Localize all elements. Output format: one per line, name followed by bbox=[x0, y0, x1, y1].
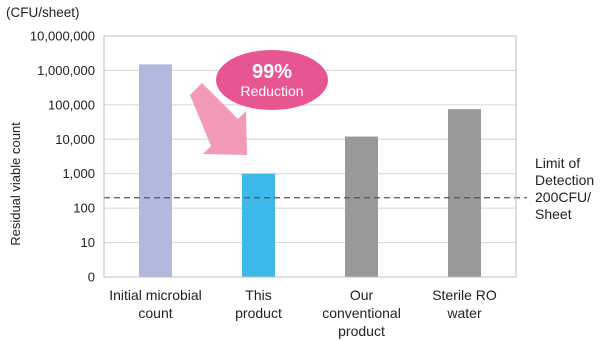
detection-limit: Limit of Detection 200CFU/Sheet bbox=[104, 155, 594, 222]
y-tick-label: 1,000 bbox=[62, 166, 95, 181]
x-tick-label: Initial microbial count bbox=[109, 287, 202, 321]
detection-limit-label: Limit of Detection 200CFU/Sheet bbox=[535, 155, 594, 222]
y-tick-labels: 0 10 100 1,000 10,000 100,000 1,000,000 10,000,… bbox=[30, 29, 95, 285]
y-tick-label: 10 bbox=[81, 235, 95, 250]
y-tick-label: 10,000 bbox=[55, 132, 95, 147]
x-tick-label: This product bbox=[235, 287, 282, 321]
bar bbox=[345, 136, 378, 277]
unit-label: (CFU/sheet) bbox=[6, 5, 80, 20]
y-tick-label: 100,000 bbox=[48, 97, 95, 112]
reduction-arrow bbox=[190, 83, 247, 155]
y-tick-label: 100 bbox=[73, 201, 95, 216]
bar bbox=[242, 173, 275, 277]
bars bbox=[139, 64, 481, 278]
x-tick-labels: Initial microbial count This product Our conv… bbox=[109, 287, 497, 339]
bar bbox=[448, 109, 481, 278]
y-axis-label: Residual viable count bbox=[8, 122, 23, 246]
y-tick-label: 1,000,000 bbox=[37, 63, 95, 78]
bar bbox=[139, 64, 172, 277]
reduction-callout: 99%Reduction bbox=[190, 50, 328, 155]
x-tick-label: Our conventional product bbox=[322, 287, 401, 339]
reduction-text: Reduction bbox=[240, 83, 303, 99]
reduction-badge bbox=[216, 50, 328, 110]
plot-frame bbox=[103, 35, 517, 278]
reduction-percent: 99% bbox=[252, 61, 292, 83]
y-tick-label: 10,000,000 bbox=[30, 29, 95, 44]
x-tick-label: Sterile RO water bbox=[432, 287, 497, 321]
y-tick-label: 0 bbox=[88, 270, 95, 285]
